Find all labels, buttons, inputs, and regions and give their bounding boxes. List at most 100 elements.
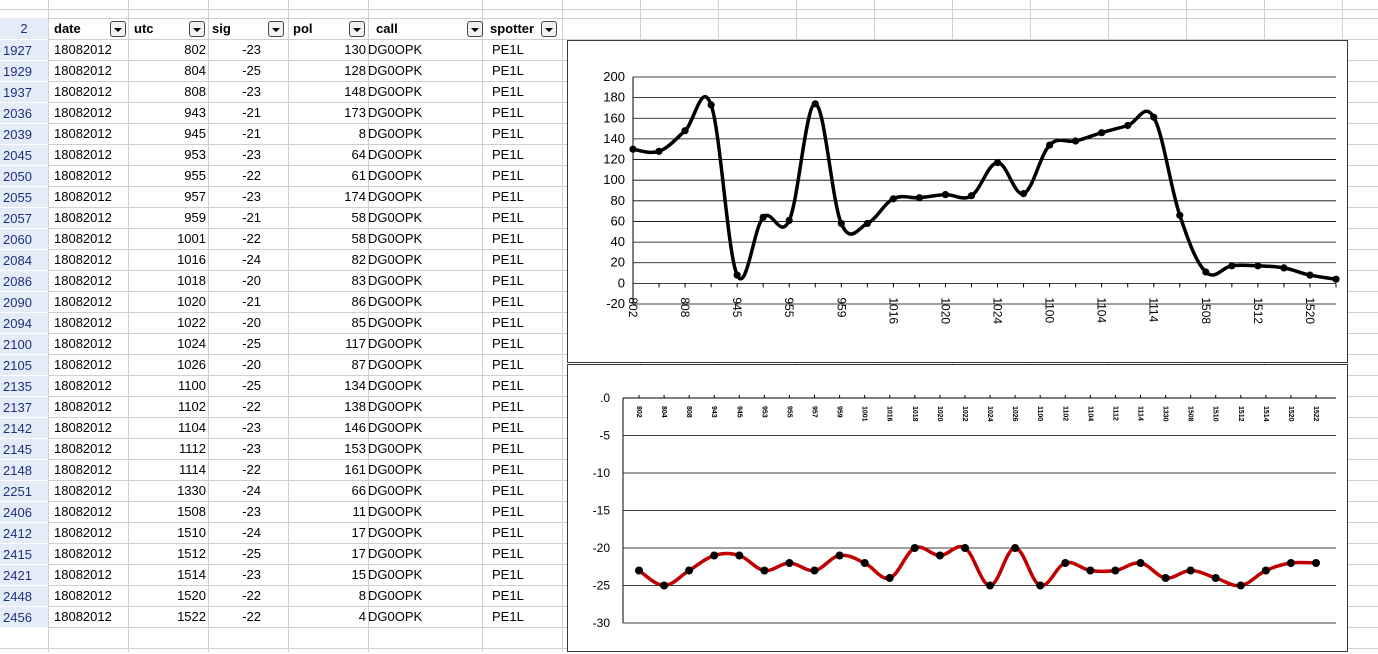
cell-spotter[interactable]: PE1L xyxy=(492,357,524,372)
cell-spotter[interactable]: PE1L xyxy=(492,441,524,456)
cell-date[interactable]: 18082012 xyxy=(54,588,112,603)
cell-sig[interactable]: -23 xyxy=(242,84,261,99)
cell-call[interactable]: DG0OPK xyxy=(368,147,423,162)
cell-utc[interactable]: 959 xyxy=(184,210,206,225)
cell-spotter[interactable]: PE1L xyxy=(492,63,524,78)
cell-call[interactable]: DG0OPK xyxy=(368,357,423,372)
cell-date[interactable]: 18082012 xyxy=(54,231,112,246)
cell-date[interactable]: 18082012 xyxy=(54,378,112,393)
row-number[interactable]: 2090 xyxy=(0,292,48,313)
cell-utc[interactable]: 1522 xyxy=(177,609,206,624)
cell-pol[interactable]: 61 xyxy=(351,168,366,183)
cell-date[interactable]: 18082012 xyxy=(54,441,112,456)
cell-pol[interactable]: 128 xyxy=(344,63,366,78)
cell-sig[interactable]: -23 xyxy=(242,504,261,519)
cell-date[interactable]: 18082012 xyxy=(54,462,112,477)
cell-date[interactable]: 18082012 xyxy=(54,420,112,435)
cell-sig[interactable]: -21 xyxy=(242,126,261,141)
filter-dropdown-utc-icon[interactable] xyxy=(189,21,205,37)
row-number[interactable]: 2057 xyxy=(0,208,48,229)
cell-sig[interactable]: -22 xyxy=(242,609,261,624)
cell-pol[interactable]: 82 xyxy=(351,252,366,267)
row-number[interactable]: 1937 xyxy=(0,82,48,103)
cell-sig[interactable]: -20 xyxy=(242,273,261,288)
cell-spotter[interactable]: PE1L xyxy=(492,462,524,477)
cell-spotter[interactable]: PE1L xyxy=(492,105,524,120)
cell-spotter[interactable]: PE1L xyxy=(492,525,524,540)
cell-utc[interactable]: 955 xyxy=(184,168,206,183)
cell-pol[interactable]: 174 xyxy=(344,189,366,204)
cell-spotter[interactable]: PE1L xyxy=(492,567,524,582)
cell-utc[interactable]: 804 xyxy=(184,63,206,78)
cell-date[interactable]: 18082012 xyxy=(54,315,112,330)
cell-sig[interactable]: -23 xyxy=(242,420,261,435)
cell-sig[interactable]: -23 xyxy=(242,42,261,57)
cell-date[interactable]: 18082012 xyxy=(54,483,112,498)
cell-date[interactable]: 18082012 xyxy=(54,336,112,351)
cell-sig[interactable]: -23 xyxy=(242,147,261,162)
cell-pol[interactable]: 83 xyxy=(351,273,366,288)
cell-pol[interactable]: 17 xyxy=(351,546,366,561)
row-number[interactable]: 2086 xyxy=(0,271,48,292)
cell-sig[interactable]: -21 xyxy=(242,210,261,225)
cell-sig[interactable]: -20 xyxy=(242,357,261,372)
row-number[interactable]: 1929 xyxy=(0,61,48,82)
cell-utc[interactable]: 802 xyxy=(184,42,206,57)
cell-sig[interactable]: -22 xyxy=(242,399,261,414)
cell-spotter[interactable]: PE1L xyxy=(492,378,524,393)
cell-call[interactable]: DG0OPK xyxy=(368,294,423,309)
cell-date[interactable]: 18082012 xyxy=(54,210,112,225)
filter-dropdown-spotter-icon[interactable] xyxy=(541,21,557,37)
cell-utc[interactable]: 945 xyxy=(184,126,206,141)
cell-call[interactable]: DG0OPK xyxy=(368,336,423,351)
cell-utc[interactable]: 1024 xyxy=(177,336,206,351)
cell-call[interactable]: DG0OPK xyxy=(368,315,423,330)
cell-pol[interactable]: 134 xyxy=(344,378,366,393)
cell-call[interactable]: DG0OPK xyxy=(368,504,423,519)
cell-pol[interactable]: 58 xyxy=(351,210,366,225)
cell-call[interactable]: DG0OPK xyxy=(368,231,423,246)
cell-call[interactable]: DG0OPK xyxy=(368,189,423,204)
cell-pol[interactable]: 153 xyxy=(344,441,366,456)
cell-spotter[interactable]: PE1L xyxy=(492,399,524,414)
cell-call[interactable]: DG0OPK xyxy=(368,168,423,183)
cell-sig[interactable]: -25 xyxy=(242,546,261,561)
row-number[interactable]: 2415 xyxy=(0,544,48,565)
cell-spotter[interactable]: PE1L xyxy=(492,84,524,99)
cell-call[interactable]: DG0OPK xyxy=(368,126,423,141)
cell-date[interactable]: 18082012 xyxy=(54,105,112,120)
cell-call[interactable]: DG0OPK xyxy=(368,525,423,540)
row-number[interactable]: 1927 xyxy=(0,40,48,61)
cell-utc[interactable]: 1510 xyxy=(177,525,206,540)
cell-spotter[interactable]: PE1L xyxy=(492,147,524,162)
cell-utc[interactable]: 953 xyxy=(184,147,206,162)
cell-pol[interactable]: 15 xyxy=(351,567,366,582)
cell-utc[interactable]: 1001 xyxy=(177,231,206,246)
cell-spotter[interactable]: PE1L xyxy=(492,42,524,57)
cell-utc[interactable]: 1026 xyxy=(177,357,206,372)
cell-date[interactable]: 18082012 xyxy=(54,525,112,540)
cell-sig[interactable]: -24 xyxy=(242,252,261,267)
cell-spotter[interactable]: PE1L xyxy=(492,546,524,561)
cell-call[interactable]: DG0OPK xyxy=(368,420,423,435)
filter-dropdown-call-icon[interactable] xyxy=(467,21,483,37)
cell-date[interactable]: 18082012 xyxy=(54,294,112,309)
cell-pol[interactable]: 64 xyxy=(351,147,366,162)
row-number[interactable]: 2036 xyxy=(0,103,48,124)
cell-date[interactable]: 18082012 xyxy=(54,168,112,183)
cell-call[interactable]: DG0OPK xyxy=(368,441,423,456)
cell-utc[interactable]: 1104 xyxy=(178,420,206,435)
row-number[interactable]: 2045 xyxy=(0,145,48,166)
cell-date[interactable]: 18082012 xyxy=(54,504,112,519)
row-number[interactable]: 2148 xyxy=(0,460,48,481)
cell-sig[interactable]: -23 xyxy=(242,567,261,582)
cell-utc[interactable]: 943 xyxy=(184,105,206,120)
cell-sig[interactable]: -22 xyxy=(242,462,261,477)
cell-utc[interactable]: 1514 xyxy=(177,567,206,582)
cell-utc[interactable]: 1022 xyxy=(177,315,206,330)
cell-sig[interactable]: -24 xyxy=(242,525,261,540)
pol-chart[interactable]: 200 180 160 140 120 100 80 60 40 20 0 -20 802 808 945 9… xyxy=(567,40,1348,363)
cell-pol[interactable]: 117 xyxy=(345,336,366,351)
cell-spotter[interactable]: PE1L xyxy=(492,252,524,267)
cell-date[interactable]: 18082012 xyxy=(54,126,112,141)
